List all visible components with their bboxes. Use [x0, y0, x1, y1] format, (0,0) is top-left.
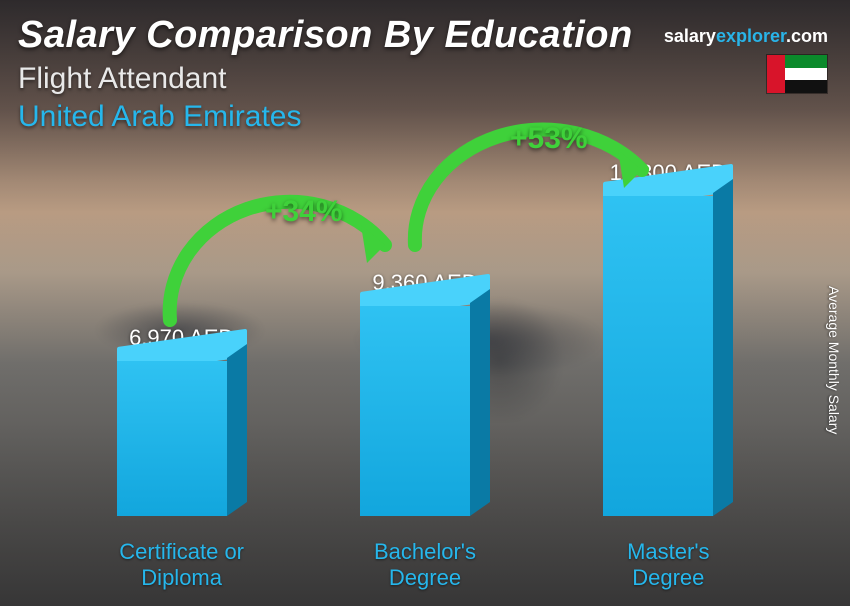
bar-group-1: 6,970 AED: [92, 325, 272, 516]
x-label-2: Bachelor'sDegree: [325, 539, 525, 590]
x-label-1: Certificate orDiploma: [82, 539, 282, 590]
bar-group-3: 14,300 AED: [578, 160, 758, 516]
brand-tld: .com: [786, 26, 828, 46]
bar-front: [117, 361, 227, 516]
bars-container: 6,970 AED 9,360 AED 14,300 AED: [60, 170, 790, 516]
brand-suffix: explorer: [716, 26, 786, 46]
job-title: Flight Attendant: [18, 62, 226, 96]
flag-stripe-1: [785, 55, 827, 68]
bar-chart: 6,970 AED 9,360 AED 14,300 AED: [60, 170, 790, 516]
flag-stripe-3: [785, 80, 827, 93]
x-label-3: Master'sDegree: [568, 539, 768, 590]
bar-side: [713, 179, 733, 516]
page-title: Salary Comparison By Education: [18, 14, 633, 57]
bar-2: [360, 306, 490, 516]
x-label-text: Master'sDegree: [627, 539, 709, 589]
brand-logo: salaryexplorer.com: [664, 26, 828, 47]
increase-label-2: +53%: [510, 122, 588, 156]
increase-label-1: +34%: [265, 195, 343, 229]
flag-stripe-2: [785, 68, 827, 81]
bar-front: [603, 196, 713, 516]
bar-front: [360, 306, 470, 516]
y-axis-label: Average Monthly Salary: [822, 230, 842, 490]
infographic-stage: Salary Comparison By Education Flight At…: [0, 0, 850, 606]
bar-1: [117, 361, 247, 516]
x-label-text: Bachelor'sDegree: [374, 539, 476, 589]
flag-hoist: [767, 55, 785, 93]
country-name: United Arab Emirates: [18, 100, 301, 134]
bar-side: [227, 344, 247, 516]
x-label-text: Certificate orDiploma: [119, 539, 244, 589]
uae-flag-icon: [766, 54, 828, 94]
bar-group-2: 9,360 AED: [335, 270, 515, 516]
brand-prefix: salary: [664, 26, 716, 46]
bar-3: [603, 196, 733, 516]
bar-side: [470, 289, 490, 516]
x-axis-labels: Certificate orDiploma Bachelor'sDegree M…: [60, 539, 790, 590]
